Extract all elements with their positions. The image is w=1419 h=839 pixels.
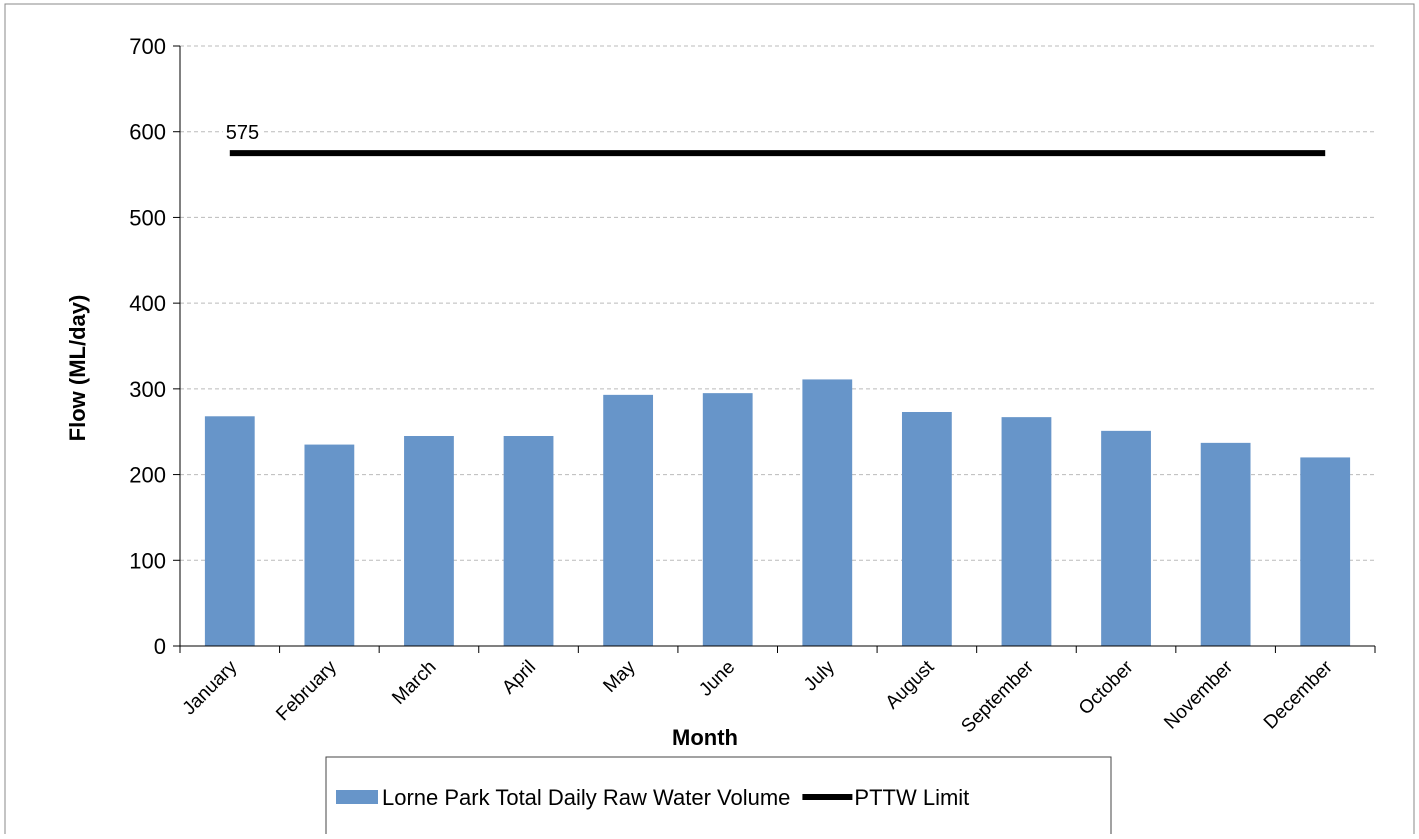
- bar: [503, 436, 554, 646]
- data-label-bg: [222, 122, 263, 145]
- y-tick-label: 100: [129, 548, 166, 573]
- legend-swatch: [336, 790, 378, 804]
- bar: [603, 394, 654, 646]
- legend-label: PTTW Limit: [854, 785, 969, 810]
- y-tick-label: 500: [129, 205, 166, 230]
- bar: [404, 436, 454, 646]
- bar: [702, 393, 753, 646]
- bar: [901, 412, 952, 646]
- y-tick-label: 600: [129, 120, 166, 145]
- y-axis-title: Flow (ML/day): [65, 295, 90, 442]
- x-axis-title: Month: [672, 725, 738, 750]
- legend-box: [325, 756, 1112, 838]
- y-tick-label: 200: [129, 463, 166, 488]
- y-tick-label: 400: [129, 291, 166, 316]
- legend-label: Lorne Park Total Daily Raw Water Volume: [382, 785, 790, 810]
- data-label: 575: [226, 122, 259, 144]
- bar: [304, 444, 355, 646]
- bar: [1300, 457, 1351, 646]
- bar: [1200, 442, 1251, 646]
- bar: [1001, 417, 1052, 646]
- y-tick-label: 300: [129, 377, 166, 402]
- y-tick-label: 700: [129, 34, 166, 59]
- bar: [802, 379, 853, 646]
- bar: [1101, 430, 1151, 646]
- bar: [204, 416, 255, 646]
- y-tick-label: 0: [154, 634, 166, 659]
